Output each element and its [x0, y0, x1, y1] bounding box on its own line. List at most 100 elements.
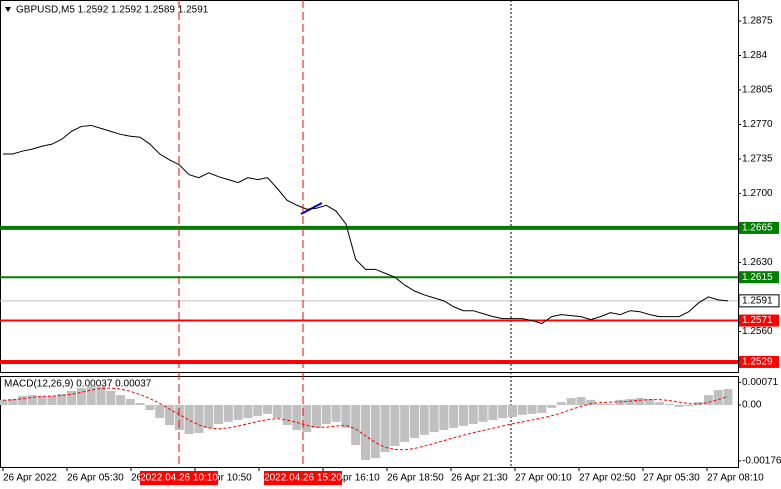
macd-bar — [312, 404, 322, 428]
macd-bar — [135, 403, 145, 405]
level-label: 1.2529 — [742, 357, 773, 368]
macd-bar — [282, 404, 292, 426]
macd-bar — [184, 404, 194, 434]
macd-bar — [703, 395, 713, 405]
macd-bar — [615, 399, 625, 405]
macd-bar — [57, 393, 67, 405]
macd-bar — [27, 395, 37, 405]
chart-title: GBPUSD,M5 1.2592 1.2592 1.2589 1.2591 — [16, 5, 209, 16]
macd-bar — [586, 399, 596, 405]
macd-bar — [488, 404, 498, 420]
macd-bar — [86, 385, 96, 405]
macd-bar — [0, 399, 8, 405]
y-tick-label: 1.2630 — [742, 257, 773, 268]
macd-bar — [576, 397, 586, 405]
y-tick-label: 1.2700 — [742, 188, 773, 199]
macd-bar — [47, 396, 57, 405]
marker-label-bg — [264, 471, 342, 485]
macd-bar — [351, 404, 361, 446]
y-tick-label: -0.00176 — [742, 456, 781, 467]
marker-label: 2022.04.26 10:10 — [140, 473, 218, 484]
signal-line — [2, 387, 729, 451]
macd-bar — [654, 402, 664, 405]
macd-bar — [605, 404, 615, 405]
macd-bar — [321, 404, 331, 425]
macd-bar — [478, 404, 488, 422]
x-tick-label: 26 Apr 05:30 — [67, 473, 124, 484]
macd-bar — [106, 390, 116, 405]
macd-bar — [458, 404, 468, 426]
macd-bar — [370, 404, 380, 459]
macd-bar — [419, 404, 429, 435]
macd-bar — [468, 404, 478, 425]
macd-bar — [223, 404, 233, 422]
macd-bar — [116, 395, 126, 405]
macd-bar — [214, 404, 224, 425]
macd-bar — [331, 404, 341, 422]
level-label-bg — [739, 314, 779, 327]
macd-bar — [37, 396, 47, 405]
macd-bar — [263, 404, 273, 414]
macd-bar — [596, 404, 606, 405]
level-label: 1.2571 — [742, 315, 773, 326]
x-tick-label: 26 Apr 18:50 — [387, 473, 444, 484]
macd-bar — [253, 404, 263, 417]
x-tick-label: 26 Apr 21:30 — [451, 473, 508, 484]
macd-bar — [645, 398, 655, 405]
macd-bar — [243, 404, 253, 419]
macd-bar — [674, 404, 684, 407]
macd-frame — [0, 376, 739, 468]
macd-bar — [292, 404, 302, 431]
macd-bar — [537, 404, 547, 413]
macd-bar — [204, 404, 214, 428]
x-tick-label: 27 Apr 02:50 — [579, 473, 636, 484]
macd-title: MACD(12,26,9) 0.00037 0.00037 — [4, 379, 152, 390]
macd-bar — [713, 390, 723, 405]
y-tick-label: 1.2805 — [742, 85, 773, 96]
x-tick-label: 26 Apr 16:10 — [323, 473, 380, 484]
level-label-bg — [739, 355, 779, 368]
macd-bar — [380, 404, 390, 453]
macd-bar — [507, 404, 517, 418]
macd-bar — [635, 397, 645, 405]
macd-bar — [684, 404, 694, 406]
macd-bar — [194, 404, 204, 433]
macd-bar — [174, 404, 184, 431]
price-line — [3, 124, 729, 325]
macd-bar — [165, 404, 175, 426]
macd-bar — [96, 386, 106, 405]
main-frame — [0, 0, 739, 373]
x-tick-label: 27 Apr 08:10 — [707, 473, 764, 484]
macd-bar — [527, 404, 537, 414]
y-tick-label: 0.00071 — [742, 377, 779, 388]
title-icon — [5, 7, 11, 12]
macd-bar — [439, 404, 449, 431]
macd-bar — [18, 396, 28, 405]
level-label: 1.2665 — [742, 223, 773, 234]
macd-bar — [664, 404, 674, 405]
macd-bar — [233, 404, 243, 420]
macd-bar — [145, 404, 155, 411]
x-tick-label: 27 Apr 00:10 — [515, 473, 572, 484]
y-tick-label: 1.284 — [742, 50, 767, 61]
last-price-label: 1.2591 — [742, 295, 773, 306]
y-tick-label: 1.2735 — [742, 154, 773, 165]
macd-bar — [429, 404, 439, 433]
last-price-bg — [738, 294, 780, 308]
macd-bar — [390, 404, 400, 447]
y-tick-label: 1.2560 — [742, 326, 773, 337]
macd-bar — [361, 404, 370, 461]
level-label-bg — [739, 271, 779, 284]
macd-bar — [272, 404, 282, 419]
macd-bar — [76, 388, 86, 405]
macd-bar — [302, 404, 312, 433]
x-tick-label: 26 Apr 10:50 — [195, 473, 252, 484]
level-label: 1.2615 — [742, 272, 773, 283]
marker-label-bg — [140, 471, 218, 485]
y-tick-label: 1.2770 — [742, 119, 773, 130]
macd-bar — [566, 397, 576, 405]
macd-bar — [625, 398, 635, 405]
macd-bar — [400, 404, 410, 442]
y-tick-label: 1.2875 — [742, 16, 773, 27]
